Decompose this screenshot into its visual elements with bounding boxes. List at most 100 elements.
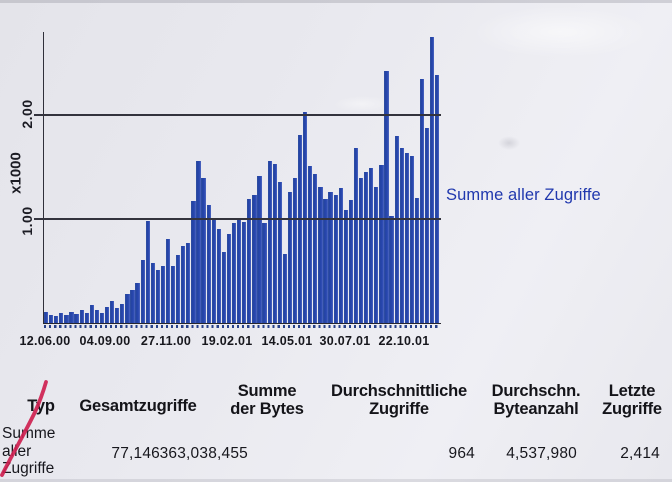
bar bbox=[404, 153, 409, 323]
bar bbox=[369, 167, 374, 323]
bar bbox=[425, 128, 430, 323]
bar bbox=[125, 294, 130, 323]
x-tick-label: 22.10.01 bbox=[378, 334, 430, 348]
bar bbox=[145, 221, 150, 323]
bar bbox=[211, 219, 216, 323]
scan-edge-top bbox=[0, 0, 672, 3]
bar bbox=[54, 316, 59, 323]
bar bbox=[374, 186, 379, 323]
bar bbox=[84, 313, 89, 323]
bar bbox=[104, 306, 110, 323]
bar bbox=[221, 251, 227, 323]
x-axis-tick-strip bbox=[44, 325, 440, 329]
bar bbox=[191, 201, 196, 323]
bar bbox=[298, 134, 303, 323]
scan-smudge bbox=[470, 6, 650, 58]
bar bbox=[389, 216, 394, 323]
bar bbox=[231, 223, 237, 323]
bar bbox=[181, 246, 186, 323]
bar bbox=[384, 70, 389, 323]
column-header-summe-der-bytes: Summe der Bytes bbox=[230, 382, 304, 418]
bar bbox=[171, 266, 176, 323]
bar-series bbox=[44, 32, 441, 323]
bar bbox=[328, 191, 333, 323]
bar bbox=[216, 228, 221, 323]
cell-durchschn-byteanzahl: 4,537,980 bbox=[506, 445, 577, 462]
bar bbox=[64, 315, 69, 323]
column-header-durchschnittliche-zugriffe: Durchschnittliche Zugriffe bbox=[331, 382, 467, 418]
bar bbox=[435, 74, 440, 323]
bar bbox=[308, 165, 313, 323]
bar bbox=[414, 198, 420, 323]
x-tick-label: 30.07.01 bbox=[319, 334, 371, 348]
bar bbox=[94, 310, 100, 323]
series-label: Summe aller Zugriffe bbox=[446, 186, 601, 204]
gridline-1.00 bbox=[34, 218, 441, 220]
bar bbox=[140, 259, 145, 323]
bar bbox=[303, 111, 308, 323]
x-tick-label: 04.09.00 bbox=[79, 334, 131, 348]
bar bbox=[160, 266, 166, 323]
column-header-gesamtzugriffe: Gesamtzugriffe bbox=[79, 397, 197, 415]
bar bbox=[201, 178, 206, 323]
y-axis-line bbox=[42, 32, 45, 323]
bar bbox=[257, 176, 262, 323]
bar bbox=[206, 204, 211, 323]
bar bbox=[282, 253, 287, 323]
x-tick-label: 14.05.01 bbox=[261, 334, 313, 348]
x-axis-line bbox=[42, 322, 441, 325]
bar bbox=[338, 187, 343, 323]
bar bbox=[89, 304, 94, 323]
column-header-letzte-zugriffe: Letzte Zugriffe bbox=[602, 382, 662, 418]
red-pen-checkmark-icon bbox=[0, 380, 48, 477]
column-header-durchschn-byteanzahl: Durchschn. Byteanzahl bbox=[491, 382, 581, 418]
scan-smudge bbox=[498, 136, 520, 150]
bar bbox=[135, 282, 140, 323]
bar bbox=[130, 290, 135, 323]
bar bbox=[272, 163, 277, 323]
bar bbox=[165, 239, 171, 323]
bar bbox=[49, 315, 54, 323]
gridline-2.00 bbox=[34, 114, 441, 116]
x-tick-label: 19.02.01 bbox=[201, 334, 253, 348]
bar bbox=[242, 222, 247, 323]
bar bbox=[226, 233, 232, 323]
bar bbox=[267, 160, 272, 323]
bar bbox=[343, 209, 348, 323]
bar bbox=[358, 178, 364, 323]
bar bbox=[59, 313, 64, 323]
y-axis-tick-label-2: 2.00 bbox=[19, 99, 35, 129]
bar bbox=[176, 254, 181, 323]
bar bbox=[115, 307, 120, 323]
bar bbox=[364, 172, 369, 323]
bar bbox=[120, 303, 125, 323]
x-tick-label: 27.11.00 bbox=[140, 334, 192, 348]
bar bbox=[353, 148, 359, 323]
bar bbox=[379, 164, 384, 323]
bar bbox=[99, 313, 105, 323]
x-tick-label: 12.06.00 bbox=[19, 334, 71, 348]
bar bbox=[262, 223, 267, 323]
bar bbox=[150, 263, 155, 323]
bar bbox=[430, 37, 435, 323]
bar bbox=[292, 178, 298, 323]
bar bbox=[394, 135, 399, 323]
cell-durchschnittliche-zugriffe: 964 bbox=[448, 445, 475, 462]
bar bbox=[348, 200, 354, 323]
bar bbox=[186, 243, 191, 323]
bar bbox=[399, 148, 404, 323]
cell-letzte-zugriffe: 2,414 bbox=[620, 445, 660, 462]
bar bbox=[277, 181, 282, 323]
bar bbox=[196, 160, 201, 323]
bar bbox=[252, 195, 257, 323]
bar bbox=[237, 218, 242, 323]
y-axis-title: x1000 bbox=[7, 152, 25, 194]
bar bbox=[333, 195, 338, 323]
bar bbox=[74, 314, 79, 323]
bar bbox=[155, 270, 160, 323]
bar bbox=[318, 186, 323, 323]
y-axis-tick-label-1: 1.00 bbox=[19, 206, 35, 236]
bar bbox=[79, 310, 84, 323]
bar bbox=[409, 156, 414, 323]
